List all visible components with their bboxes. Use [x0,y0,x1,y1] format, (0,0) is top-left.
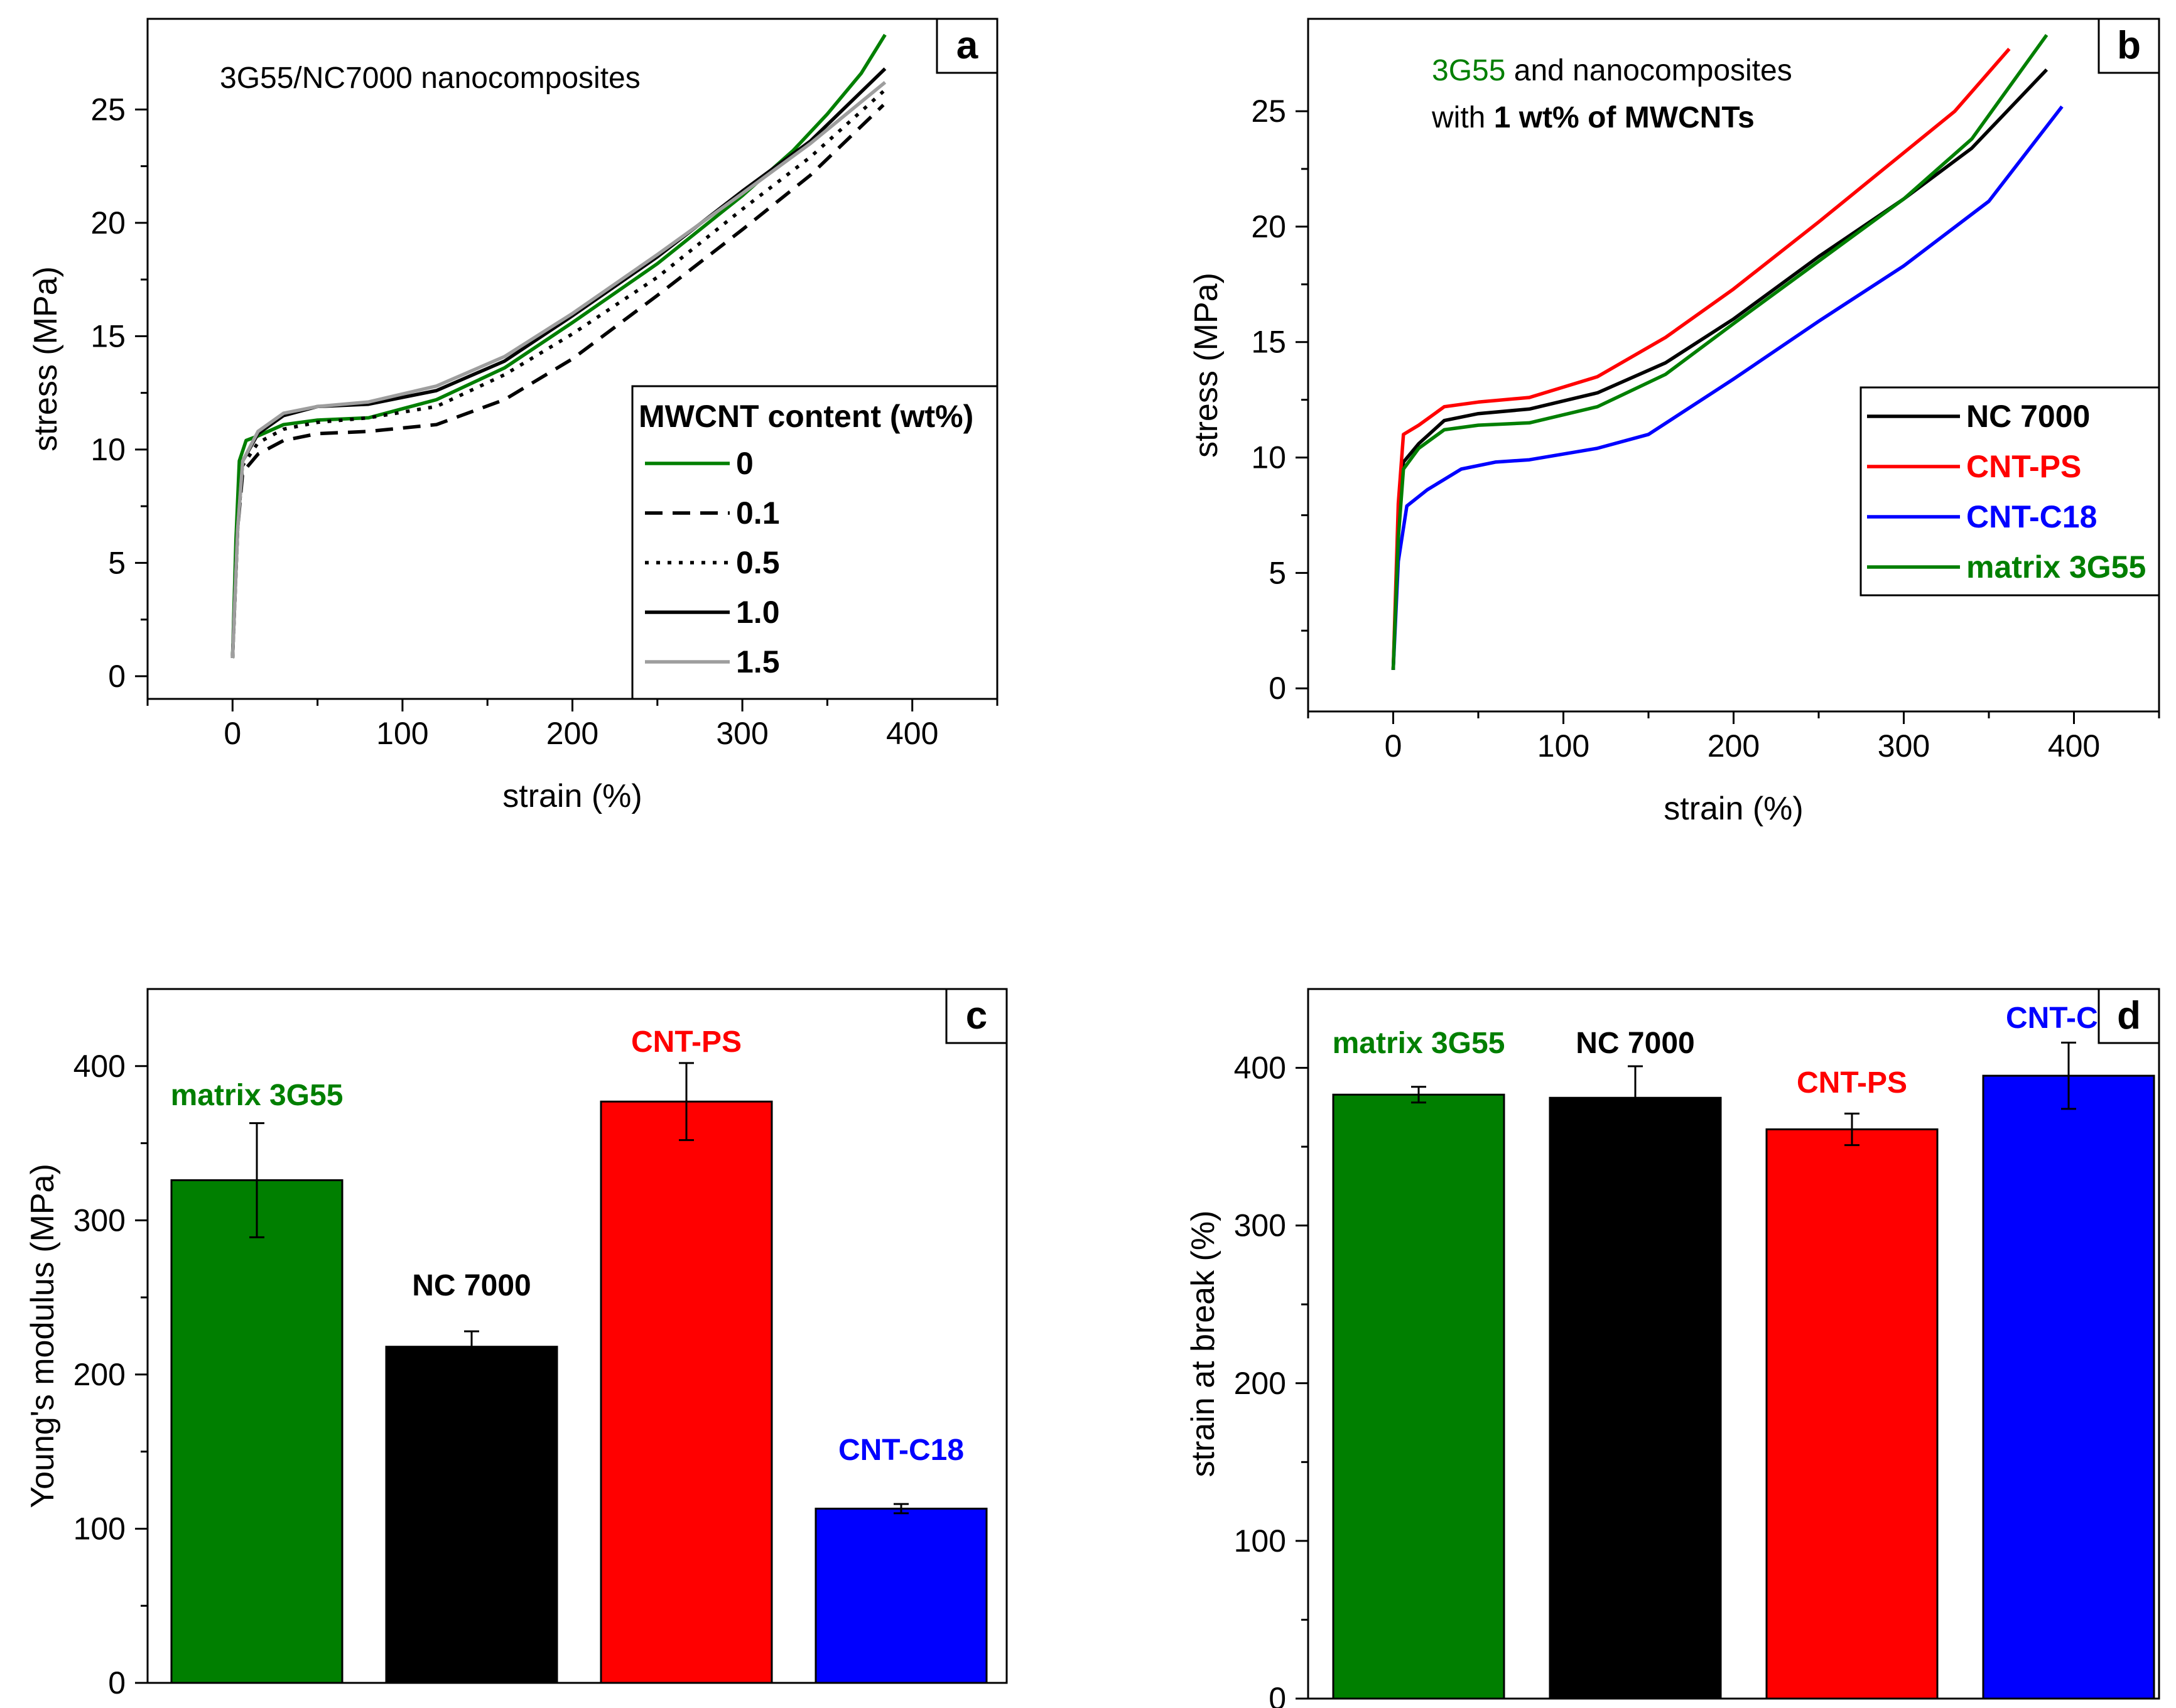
y-tick-label: 200 [73,1357,126,1392]
legend-entry: NC 7000 [1966,399,2090,434]
y-tick-label: 20 [90,205,126,241]
panel-a: 0 5 10 15 20 25 0 100 200 300 400 strain (%) stress … [28,18,999,814]
legend-entry: CNT-C18 [1966,499,2097,534]
y-tick-label: 15 [90,318,126,354]
series-line-matrix-3g55 [1391,34,2049,670]
y-tick-label: 5 [108,545,126,580]
bar-label: CNT-PS [631,1025,742,1059]
x-tick-label: 300 [716,716,768,751]
legend-entry: 1.0 [736,595,780,630]
legend-entry: 1.5 [736,644,780,679]
y-tick-label: 10 [1251,440,1286,475]
bar-label: CNT-PS [1797,1066,1907,1100]
y-tick-label: 400 [73,1049,126,1084]
bar-label: matrix 3G55 [171,1079,344,1112]
panel-letter-box [945,988,1008,1044]
x-tick-label: 200 [546,716,598,751]
x-tick-label: 400 [2048,728,2100,764]
panel-letter: b [2117,24,2141,67]
panel-d: 0 100 200 300 400 strain at break (%) matrix 3… [1185,988,2160,1708]
x-tick-label: 300 [1878,728,1930,764]
panel-letter-box [2098,18,2160,74]
bar-label: NC 7000 [1576,1027,1694,1060]
annotation-bold: 1 wt% of MWCNTs [1494,101,1755,134]
panel-letter-box [936,18,999,74]
bar-label: NC 7000 [412,1269,531,1302]
legend-title: MWCNT content (wt%) [639,399,973,434]
y-tick-label: 10 [90,432,126,467]
y-tick-label: 0 [108,1665,126,1700]
x-tick-label: 200 [1708,728,1760,764]
legend-box [631,385,999,700]
legend-entry: 0.1 [736,495,780,531]
panel-letter: d [2117,994,2141,1037]
x-tick-label: 100 [1537,728,1589,764]
x-tick-label: 400 [886,716,938,751]
y-axis-title: strain at break (%) [1185,1211,1221,1478]
bar-cnt-ps [1765,1128,1939,1700]
bar-matrix-3g55 [170,1179,344,1684]
bar-label: matrix 3G55 [1333,1027,1505,1060]
y-tick-label: 100 [1234,1523,1286,1559]
y-tick-label: 15 [1251,325,1286,360]
series-line-0 [230,33,887,659]
panel-c: 0 100 200 300 400 Young's modulus (MPa) matrix… [24,988,1008,1700]
bar-matrix-3g55 [1332,1093,1505,1700]
annotation-rest: and nanocomposites [1505,54,1792,87]
plot-frame [1307,988,2160,1700]
y-axis-title: stress (MPa) [1188,273,1225,458]
legend-entry: CNT-PS [1966,449,2081,484]
y-tick-label: 20 [1251,209,1286,244]
panel-annotation-line1: 3G55 and nanocomposites [1432,54,1792,87]
y-axis-title: Young's modulus (MPa) [24,1164,61,1508]
series-line-cnt-c18 [1391,105,2064,670]
series-line-cnt-ps [1391,47,2011,670]
y-tick-label: 0 [1269,671,1286,706]
y-tick-label: 300 [1234,1208,1286,1243]
plot-frame [146,988,1008,1684]
y-tick-label: 200 [1234,1366,1286,1401]
x-axis-title: strain (%) [1664,791,1803,827]
panel-b: 0 5 10 15 20 25 0 100 200 300 400 strain (%) stress … [1188,18,2160,827]
y-tick-label: 25 [90,92,126,127]
bar-nc-7000 [1549,1096,1722,1700]
x-tick-label: 0 [1385,728,1402,764]
series-line-1-5 [230,80,887,659]
annotation-prefix: with [1431,101,1494,134]
panel-annotation-line2: with 1 wt% of MWCNTs [1431,101,1755,134]
bar-cnt-c18 [1982,1074,2155,1700]
annotation-green: 3G55 [1432,54,1505,87]
y-tick-label: 100 [73,1511,126,1546]
bar-cnt-ps [600,1100,773,1684]
legend-entry: 0 [736,446,754,481]
x-axis-title: strain (%) [502,778,642,814]
y-tick-label: 5 [1269,555,1286,590]
y-tick-label: 300 [73,1203,126,1238]
y-tick-label: 0 [1269,1681,1286,1708]
panel-letter: a [956,24,978,67]
panel-letter-box [2098,988,2160,1044]
x-tick-label: 0 [224,716,241,751]
x-tick-label: 100 [376,716,428,751]
bar-nc-7000 [385,1346,558,1684]
panel-annotation: 3G55/NC7000 nanocomposites [220,62,641,95]
legend-entry: matrix 3G55 [1966,549,2146,585]
bar-label: CNT-C18 [838,1434,964,1467]
legend-entry: 0.5 [736,545,780,580]
bar-cnt-c18 [815,1508,988,1684]
y-tick-label: 0 [108,659,126,694]
legend-box [1859,386,2160,597]
panel-letter: c [966,994,987,1037]
y-tick-label: 25 [1251,94,1286,129]
y-tick-label: 400 [1234,1051,1286,1086]
y-axis-title: stress (MPa) [28,266,64,451]
